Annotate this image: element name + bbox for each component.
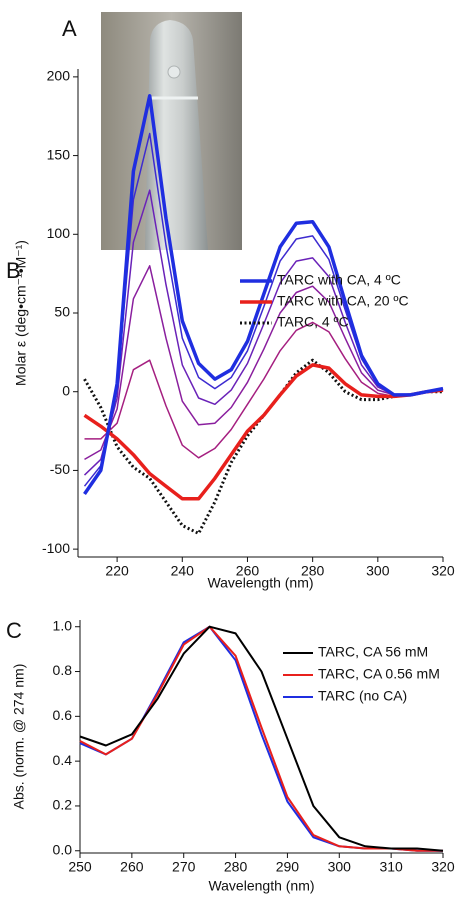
panel-label: A xyxy=(62,16,77,41)
x-tick-label: 260 xyxy=(236,563,260,579)
y-tick-label: 150 xyxy=(47,146,71,162)
x-tick-label: 280 xyxy=(224,859,248,875)
x-tick-label: 260 xyxy=(120,859,144,875)
x-tick-label: 290 xyxy=(276,859,300,875)
y-tick-label: 200 xyxy=(47,68,71,84)
legend-label: TARC with CA, 4 ºC xyxy=(277,272,401,288)
x-tick-label: 270 xyxy=(172,859,196,875)
x-tick-label: 280 xyxy=(301,563,325,579)
y-tick-label: 0.6 xyxy=(53,707,73,723)
y-tick-label: 50 xyxy=(54,304,70,320)
x-tick-label: 320 xyxy=(431,563,455,579)
y-axis-label: Abs. (norm. @ 274 nm) xyxy=(11,664,27,810)
y-tick-label: 100 xyxy=(47,225,71,241)
y-tick-label: 0.0 xyxy=(53,841,73,857)
legend-label: TARC with CA, 20 ºC xyxy=(277,293,409,309)
legend-label: TARC, 4 ºC xyxy=(277,314,349,330)
x-tick-label: 250 xyxy=(68,859,92,875)
y-tick-label: 0 xyxy=(62,382,70,398)
legend-label: TARC, CA 0.56 mM xyxy=(318,666,440,682)
panel-label: B xyxy=(6,258,21,283)
x-axis-label: Wavelength (nm) xyxy=(207,575,313,591)
x-tick-label: 240 xyxy=(171,563,195,579)
y-tick-label: 0.4 xyxy=(53,752,73,768)
x-tick-label: 310 xyxy=(379,859,403,875)
x-tick-label: 300 xyxy=(328,859,352,875)
data-line xyxy=(84,265,444,461)
legend-label: TARC, CA 56 mM xyxy=(318,644,428,660)
data-line xyxy=(84,321,444,459)
y-tick-label: 0.2 xyxy=(53,797,73,813)
y-tick-label: 1.0 xyxy=(53,617,73,633)
x-axis-label: Wavelength (nm) xyxy=(208,878,314,894)
x-tick-label: 220 xyxy=(105,563,129,579)
data-line xyxy=(79,625,443,852)
data-line xyxy=(83,363,444,501)
y-tick-label: -50 xyxy=(50,461,70,477)
y-tick-label: 0.8 xyxy=(53,662,73,678)
panel-label: C xyxy=(6,618,22,643)
x-tick-label: 300 xyxy=(366,563,390,579)
data-line xyxy=(79,625,444,852)
data-line xyxy=(83,358,443,535)
data-line xyxy=(79,625,443,852)
y-axis-label: Molar ε (deg•cm⁻¹•M⁻¹) xyxy=(13,240,29,386)
photo xyxy=(101,12,242,250)
legend-label: TARC (no CA) xyxy=(318,688,407,704)
data-line xyxy=(83,94,444,495)
y-tick-label: -100 xyxy=(42,540,70,556)
x-tick-label: 320 xyxy=(431,859,455,875)
